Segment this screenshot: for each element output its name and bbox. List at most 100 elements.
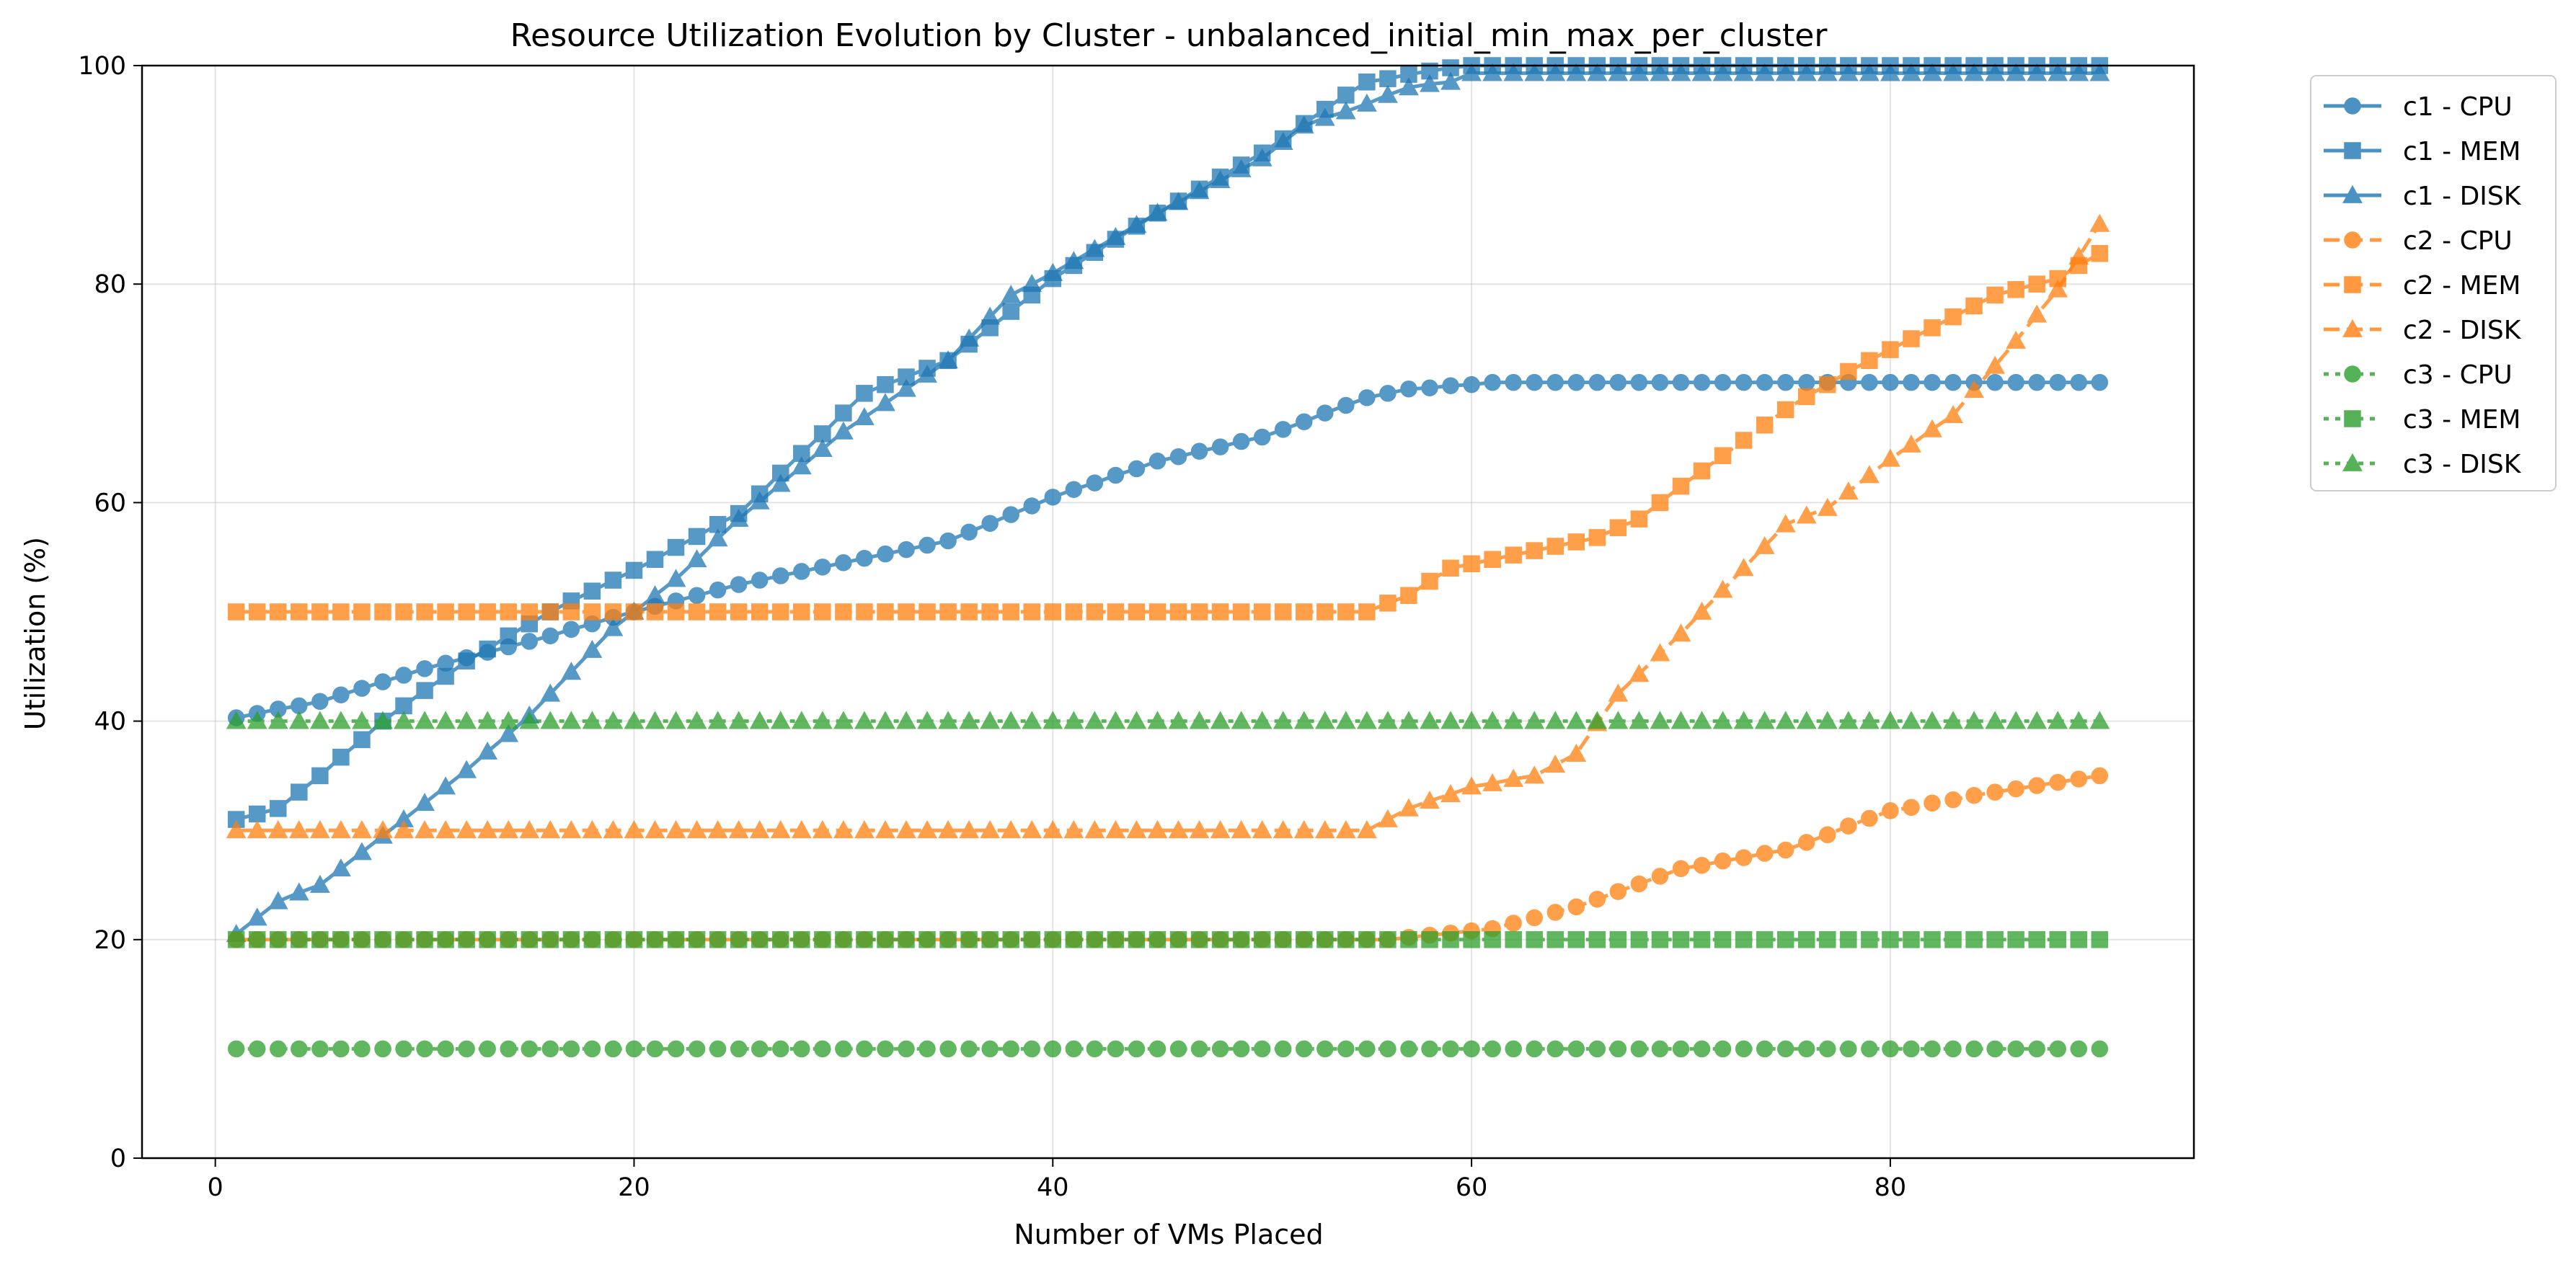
data-point <box>1986 783 2004 801</box>
data-point <box>1567 533 1585 551</box>
data-point <box>541 627 559 645</box>
data-point <box>1189 181 1210 200</box>
data-point <box>291 603 308 621</box>
data-point <box>707 820 728 839</box>
data-point <box>1316 931 1334 948</box>
data-point <box>2091 245 2109 262</box>
data-point <box>1944 791 1962 809</box>
data-point <box>1232 931 1250 948</box>
data-point <box>1063 820 1084 839</box>
data-point <box>1819 826 1836 844</box>
data-point <box>1754 63 1775 81</box>
data-point <box>1147 203 1168 221</box>
data-point <box>1650 643 1670 662</box>
data-point <box>688 603 706 621</box>
data-point <box>1232 603 1250 621</box>
data-point <box>646 931 664 948</box>
data-point <box>1461 776 1482 795</box>
data-point <box>1022 820 1043 839</box>
data-point <box>1421 572 1438 590</box>
data-point <box>1023 931 1040 948</box>
data-point <box>1691 601 1712 620</box>
data-point <box>1924 931 1941 948</box>
data-point <box>959 328 980 347</box>
data-point <box>1128 1040 1146 1058</box>
data-point <box>835 603 852 621</box>
data-point <box>1546 904 1564 921</box>
series-line <box>236 63 2100 822</box>
data-point <box>1840 931 1857 948</box>
data-point <box>2091 1040 2109 1058</box>
data-point <box>1107 603 1125 621</box>
data-point <box>1882 373 1899 391</box>
data-point <box>583 603 601 621</box>
data-point <box>1524 765 1545 784</box>
series-c1-cpu <box>227 373 2109 726</box>
data-point <box>1105 226 1126 245</box>
data-point <box>1148 453 1167 470</box>
data-point <box>1588 890 1606 908</box>
data-point <box>981 931 999 948</box>
data-point <box>919 603 936 621</box>
data-point <box>1819 375 1836 393</box>
data-point <box>959 711 980 729</box>
data-point <box>771 1040 789 1058</box>
data-point <box>1714 1040 1732 1058</box>
data-point <box>394 711 414 729</box>
data-point <box>1714 931 1732 948</box>
data-point <box>835 931 852 948</box>
legend-label: c2 - MEM <box>2403 271 2520 301</box>
data-point <box>1169 448 1187 466</box>
data-point <box>1526 931 1543 948</box>
data-point <box>645 711 665 729</box>
data-point <box>896 711 916 729</box>
legend-swatch-marker <box>2344 142 2361 159</box>
data-point <box>981 603 999 621</box>
data-point <box>1044 931 1062 948</box>
data-point <box>1505 931 1522 948</box>
data-point <box>688 931 706 948</box>
data-point <box>1964 63 1984 81</box>
data-point <box>833 421 854 440</box>
legend-entry <box>2324 365 2381 383</box>
data-point <box>1190 931 1208 948</box>
data-point <box>1274 421 1292 438</box>
data-point <box>793 1040 810 1058</box>
data-point <box>1524 711 1545 729</box>
data-point <box>959 820 980 839</box>
data-point <box>227 931 245 948</box>
data-point <box>1043 262 1063 281</box>
data-point <box>1838 481 1859 500</box>
data-point <box>709 931 727 948</box>
data-point <box>1840 817 1857 835</box>
data-point <box>919 931 936 948</box>
data-point <box>1796 711 1817 729</box>
data-point <box>1063 711 1084 729</box>
data-point <box>1211 603 1229 621</box>
x-tick-label: 20 <box>618 1173 650 1202</box>
data-point <box>1672 860 1690 878</box>
data-point <box>352 842 372 860</box>
data-point <box>1379 931 1397 948</box>
data-point <box>395 667 412 684</box>
data-point <box>1587 711 1608 729</box>
data-point <box>917 711 937 729</box>
data-point <box>226 711 247 729</box>
data-point <box>1044 489 1062 506</box>
data-point <box>288 882 309 901</box>
data-point <box>2007 780 2024 798</box>
data-point <box>458 1040 475 1058</box>
data-point <box>227 603 245 621</box>
data-point <box>896 820 916 839</box>
data-point <box>688 1040 706 1058</box>
data-point <box>751 931 769 948</box>
data-point <box>498 711 519 729</box>
data-point <box>1545 755 1566 773</box>
data-point <box>2007 931 2024 948</box>
data-point <box>1420 74 1440 92</box>
data-point <box>541 1040 559 1058</box>
data-point <box>1044 1040 1062 1058</box>
data-point <box>812 820 833 839</box>
data-point <box>2028 777 2045 794</box>
data-point <box>1442 1040 1459 1058</box>
